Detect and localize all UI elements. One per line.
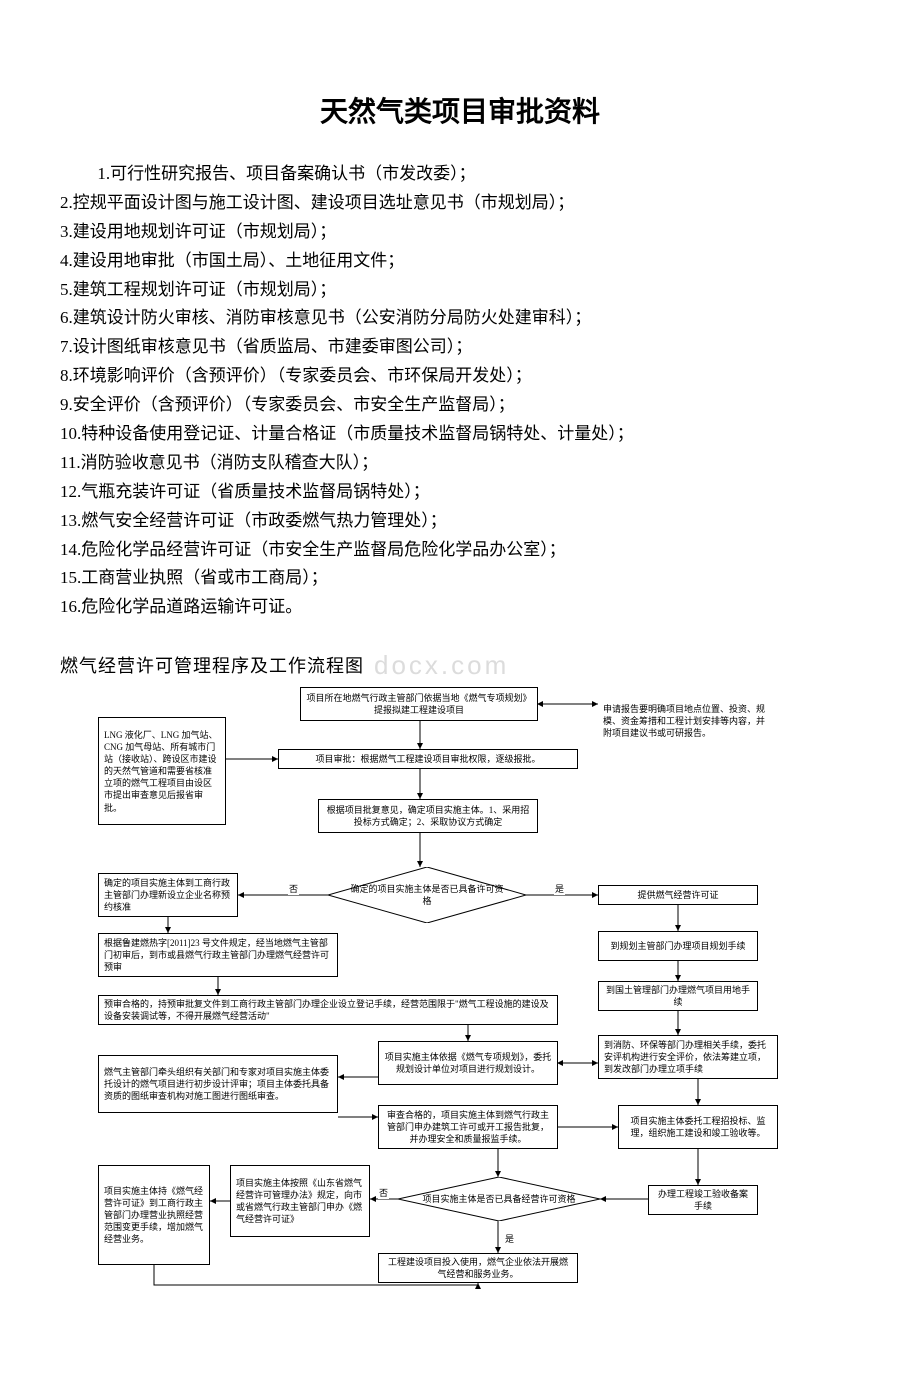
list-item: 2.控规平面设计图与施工设计图、建设项目选址意见书（市规划局）； (60, 189, 860, 218)
flow-node: 项目实施主体依据《燃气专项规划》，委托规划设计单位对项目进行规划设计。 (378, 1041, 558, 1085)
flow-node: 项目实施主体持《燃气经营许可证》到工商行政主管部门办理营业执照经营范围变更手续，… (98, 1165, 210, 1265)
flow-node: 根据鲁建燃热字[2011]23 号文件规定，经当地燃气主管部门初审后，到市或县燃… (98, 933, 338, 977)
list-item: 9.安全评价（含预评价）（专家委员会、市安全生产监督局）； (60, 391, 860, 420)
flowchart: 项目所在地燃气行政主管部门依据当地《燃气专项规划》提报拟建工程建设项目 申请报告要… (60, 687, 858, 1335)
list-item: 10.特种设备使用登记证、计量合格证（市质量技术监督局锅特处、计量处）； (60, 420, 860, 449)
flow-node: 预审合格的，持预审批复文件到工商行政主管部门办理企业设立登记手续，经营范围限于"… (98, 995, 558, 1025)
flow-node: 审查合格的，项目实施主体到燃气行政主管部门申办建筑工许可或开工报告批复，并办理安… (378, 1105, 558, 1149)
list-item: 6.建筑设计防火审核、消防审核意见书（公安消防分局防火处建审科）； (60, 304, 860, 333)
flow-node: 到消防、环保等部门办理相关手续，委托安评机构进行安全评价，依法筹建立项，到发改部… (598, 1035, 778, 1079)
list-item: 15.工商营业执照（省或市工商局）； (60, 564, 860, 593)
flow-node: 申请报告要明确项目地点位置、投资、规模、资金筹措和工程计划安排等内容，并附项目建… (598, 687, 770, 755)
list-item: 1.可行性研究报告、项目备案确认书（市发改委）； (60, 160, 860, 189)
edge-label: 否 (378, 1187, 389, 1199)
list-item: 12.气瓶充装许可证（省质量技术监督局锅特处）； (60, 478, 860, 507)
flow-node: 项目实施主体按照《山东省燃气经营许可管理办法》规定，向市或省燃气行政主管部门申办… (230, 1165, 370, 1237)
flow-decision: 项目实施主体是否已具备经营许可资格 (398, 1177, 600, 1221)
list-item: 5.建筑工程规划许可证（市规划局）； (60, 276, 860, 305)
flow-node: 提供燃气经营许可证 (598, 885, 758, 905)
list-item: 14.危险化学品经营许可证（市安全生产监督局危险化学品办公室）； (60, 536, 860, 565)
flow-node: 项目实施主体委托工程招投标、监理，组织施工建设和竣工验收等。 (618, 1105, 778, 1149)
subtitle-row: 燃气经营许可管理程序及工作流程图 docx.com (60, 650, 860, 681)
flow-node: 确定的项目实施主体到工商行政主管部门办理新设立企业名称预约核准 (98, 873, 238, 917)
approval-list: 1.可行性研究报告、项目备案确认书（市发改委）；2.控规平面设计图与施工设计图、… (60, 160, 860, 622)
list-item: 16.危险化学品道路运输许可证。 (60, 593, 860, 622)
flow-node: 到国土管理部门办理燃气项目用地手续 (598, 981, 758, 1011)
flowchart-subtitle: 燃气经营许可管理程序及工作流程图 (60, 656, 364, 676)
edge-label: 是 (504, 1233, 515, 1245)
page-title: 天然气类项目审批资料 (60, 90, 860, 130)
flow-node: 项目所在地燃气行政主管部门依据当地《燃气专项规划》提报拟建工程建设项目 (300, 687, 538, 721)
list-item: 13.燃气安全经营许可证（市政委燃气热力管理处）； (60, 507, 860, 536)
list-item: 8.环境影响评价（含预评价）（专家委员会、市环保局开发处）； (60, 362, 860, 391)
flow-node: 燃气主管部门牵头组织有关部门和专家对项目实施主体委托设计的燃气项目进行初步设计评… (98, 1055, 338, 1113)
list-item: 4.建设用地审批（市国土局）、土地征用文件； (60, 247, 860, 276)
flow-node: 工程建设项目投入使用，燃气企业依法开展燃气经营和服务业务。 (378, 1253, 578, 1283)
edge-label: 否 (288, 883, 299, 895)
flow-node: 到规划主管部门办理项目规划手续 (598, 931, 758, 961)
edge-label: 是 (554, 883, 565, 895)
flow-node: LNG 液化厂、LNG 加气站、CNG 加气母站、所有城市门站（接收站）、跨设区… (98, 717, 226, 825)
list-item: 3.建设用地规划许可证（市规划局）； (60, 218, 860, 247)
list-item: 7.设计图纸审核意见书（省质监局、市建委审图公司）； (60, 333, 860, 362)
flow-decision: 确定的项目实施主体是否已具备许可资格 (328, 867, 526, 923)
flow-node: 根据项目批复意见，确定项目实施主体。1、采用招投标方式确定；2、采取协议方式确定 (318, 799, 538, 833)
watermark-text: docx.com (374, 650, 509, 680)
list-item: 11.消防验收意见书（消防支队稽查大队）； (60, 449, 860, 478)
flow-node: 办理工程竣工验收备案手续 (648, 1185, 758, 1215)
flow-node: 项目审批：根据燃气工程建设项目审批权限，逐级报批。 (278, 749, 578, 769)
